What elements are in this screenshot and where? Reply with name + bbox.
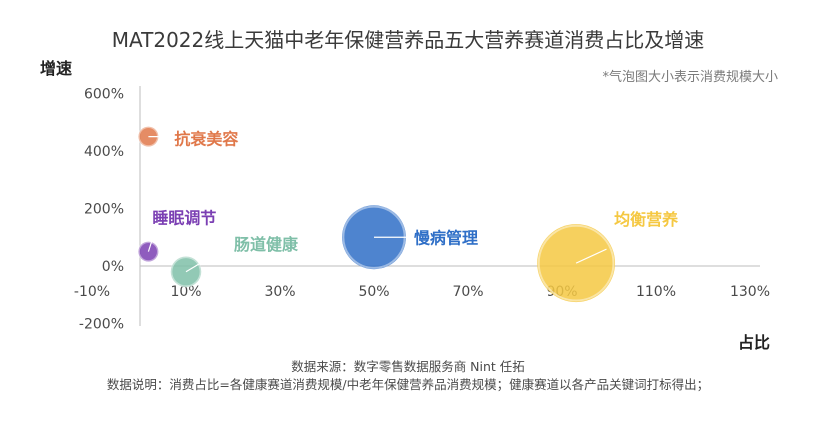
x-tick-label: 30% [264, 284, 295, 300]
y-tick-label: 600% [84, 87, 124, 103]
bubble-label: 抗衰美容 [174, 130, 238, 149]
x-tick-label: 10% [170, 284, 201, 300]
y-tick-label: 0% [102, 259, 124, 275]
size-note: *气泡图大小表示消费规模大小 [602, 69, 778, 85]
x-tick-label: -10% [74, 284, 110, 300]
bubble-highlight [537, 224, 615, 302]
footer-note: 数据说明：消费占比=各健康赛道消费规模/中老年保健营养品消费规模；健康赛道以各产… [107, 377, 709, 392]
footer-source: 数据来源：数字零售数据服务商 Nint 任拓 [291, 359, 525, 374]
bubble-label: 均衡营养 [614, 210, 679, 229]
bubble-highlight [137, 241, 159, 263]
x-tick-label: 50% [358, 284, 389, 300]
y-tick-label: 200% [84, 202, 124, 218]
y-tick-label: -200% [79, 317, 124, 333]
bubbles [137, 126, 616, 303]
x-tick-label: 110% [636, 284, 676, 300]
chart-title: MAT2022线上天猫中老年保健营养品五大营养赛道消费占比及增速 [112, 28, 705, 52]
bubble-highlight [170, 256, 202, 288]
x-axis-ticks: -10%10%30%50%70%90%110%130% [74, 284, 770, 300]
y-axis-title: 增速 [40, 59, 72, 78]
x-tick-label: 130% [730, 284, 770, 300]
bubble-label: 肠道健康 [234, 235, 299, 254]
bubble-leader-line [185, 257, 210, 273]
x-axis-title: 占比 [738, 333, 770, 352]
y-tick-label: 400% [84, 144, 124, 160]
bubble-label: 慢病管理 [414, 228, 478, 247]
bubble-leader-line [147, 241, 153, 252]
bubble-leader-line [575, 248, 607, 264]
bubble-label: 睡眠调节 [152, 209, 216, 228]
x-tick-label: 70% [452, 284, 483, 300]
y-axis-ticks: -200% 0% 200% 400% 600% [79, 87, 124, 333]
